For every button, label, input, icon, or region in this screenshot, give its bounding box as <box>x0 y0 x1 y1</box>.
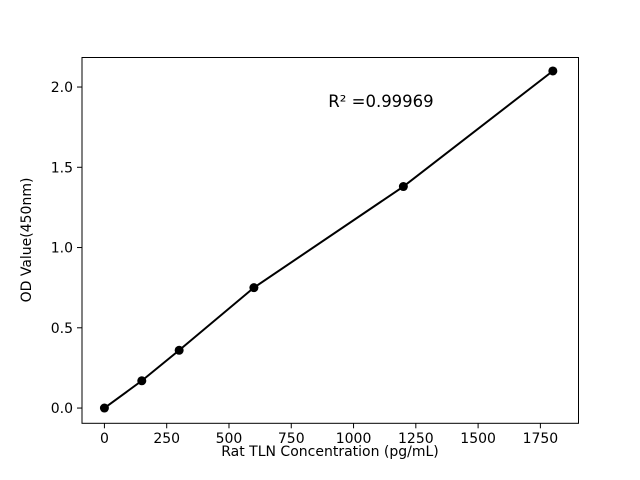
y-tick-label: 1.0 <box>51 241 73 257</box>
x-tick-label: 1000 <box>336 431 372 447</box>
x-tick-label: 250 <box>153 431 180 447</box>
standard-curve-line <box>103 69 554 410</box>
data-point-marker <box>249 283 259 293</box>
plot-frame <box>81 57 579 424</box>
data-point-marker <box>548 66 558 76</box>
x-tick-label: 750 <box>278 431 305 447</box>
data-point-marker <box>137 376 147 386</box>
x-tick-label: 0 <box>100 431 109 447</box>
x-tick-label: 1250 <box>398 431 434 447</box>
x-axis-label: Rat TLN Concentration (pg/mL) <box>221 444 439 460</box>
data-point-marker <box>174 345 184 355</box>
plot-area-group: 0 250 500 750 1000 1250 1500 1750 0.0 0.5 1.0 1.5 2.… <box>51 57 579 447</box>
r-squared-annotation: R² =0.99969 <box>328 92 433 111</box>
data-point-marker <box>99 403 109 413</box>
y-tick-label: 0.0 <box>51 401 73 417</box>
x-tick-label: 1750 <box>523 431 559 447</box>
data-point-marker <box>398 182 408 192</box>
y-tick-label: 2.0 <box>51 80 73 96</box>
y-axis-label: OD Value(450nm) <box>19 178 35 303</box>
x-tick-label: 1500 <box>460 431 496 447</box>
x-tick-label: 500 <box>216 431 243 447</box>
y-tick-label: 0.5 <box>51 321 73 337</box>
y-tick-label: 1.5 <box>51 160 73 176</box>
